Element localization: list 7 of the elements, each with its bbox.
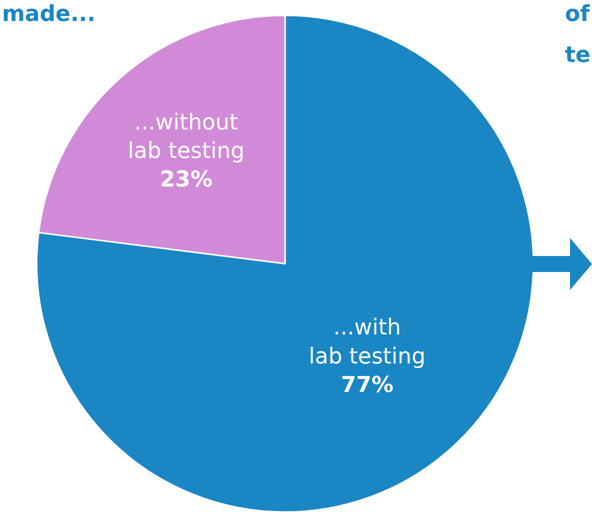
slice-label: ...without lab testing — [128, 110, 245, 164]
text: te — [565, 43, 590, 68]
text: of — [565, 2, 590, 27]
text: made... — [2, 2, 96, 27]
slice-label: ...with lab testing — [308, 316, 426, 370]
data-label: 77% — [340, 372, 394, 398]
data-label: 23% — [160, 168, 213, 193]
